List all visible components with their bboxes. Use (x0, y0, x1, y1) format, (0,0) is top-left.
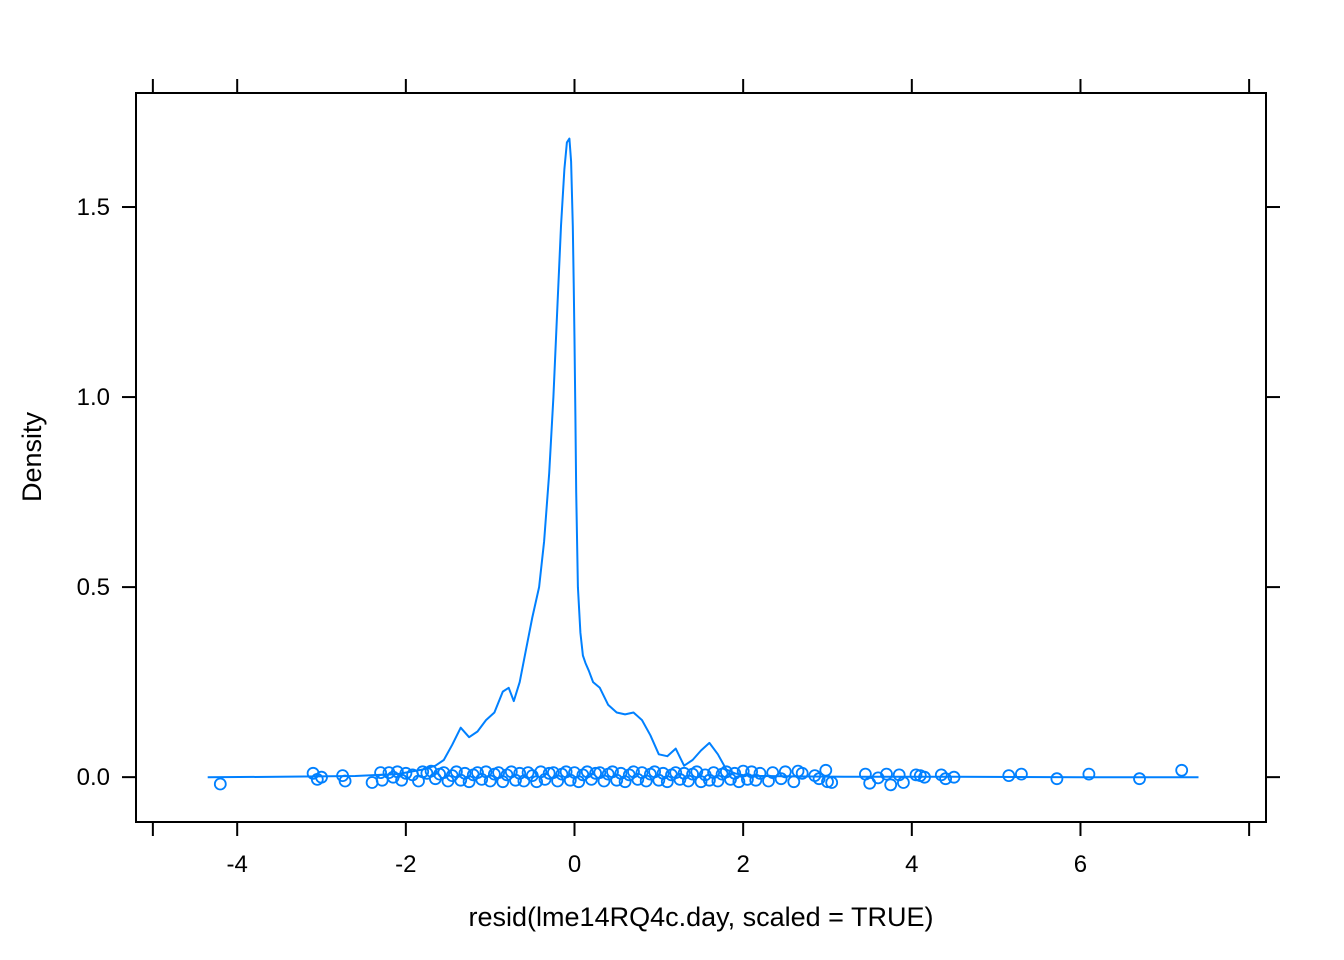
rug-point (778, 765, 792, 779)
y-axis: 0.0 0.5 1.0 1.5 (77, 194, 1280, 791)
rug-point (812, 772, 826, 786)
x-tick-label: -2 (395, 851, 416, 878)
rug-point (399, 766, 413, 780)
x-tick-label: -4 (227, 851, 248, 878)
rug-point (365, 776, 379, 789)
x-axis: -4 -2 0 2 4 6 (151, 79, 1251, 878)
rug-point (660, 775, 674, 789)
rug-point (572, 775, 586, 789)
rug-point (819, 763, 833, 777)
rug-point (610, 773, 624, 787)
rug-point (774, 772, 788, 786)
y-axis-label: Density (17, 411, 47, 502)
plot-frame (135, 92, 1267, 823)
rug-point (509, 773, 522, 787)
rug-point (880, 767, 893, 781)
x-axis-label: resid(lme14RQ4c.day, scaled = TRUE) (469, 902, 934, 932)
x-tick-label: 6 (1074, 851, 1087, 878)
rug-point (694, 775, 708, 789)
x-tick-label: 0 (568, 851, 581, 878)
rug-point (597, 774, 611, 788)
rug-point (787, 775, 801, 789)
rug-point (918, 770, 931, 784)
rug-point (462, 775, 476, 789)
y-tick-label: 1.5 (77, 194, 110, 221)
rug-point (338, 774, 352, 788)
rug-point (909, 768, 923, 782)
rug-point (631, 773, 645, 786)
plot-area (207, 137, 1199, 792)
rug-point (825, 776, 839, 789)
rug-point (682, 774, 695, 788)
x-tick-label: 4 (905, 851, 918, 878)
rug-point (1015, 767, 1028, 781)
rug-point (749, 773, 763, 787)
rug-point (1002, 769, 1016, 782)
rug-point (652, 773, 666, 787)
density-line (207, 137, 1199, 779)
rug-point (454, 773, 468, 787)
rug-point (618, 775, 632, 789)
y-tick-label: 1.0 (77, 384, 110, 411)
rug-point (1175, 763, 1189, 777)
rug-point (711, 774, 725, 788)
rug-point (374, 766, 388, 779)
y-tick-label: 0.0 (77, 764, 110, 791)
rug-point (496, 775, 510, 789)
rug-point (753, 766, 767, 780)
rug-point (939, 772, 952, 786)
rug-point (483, 774, 497, 788)
rug-point (897, 776, 910, 789)
rug-point (639, 774, 653, 788)
rug-point (1133, 772, 1146, 786)
rug-point (732, 775, 746, 789)
rug-point (315, 770, 328, 784)
rug-point (947, 770, 961, 784)
rug-point (551, 774, 564, 788)
rug-point (669, 766, 683, 779)
rug-point (1050, 772, 1064, 786)
rug-point (395, 773, 409, 787)
y-tick-label: 0.5 (77, 574, 110, 601)
rug-point (884, 778, 898, 792)
rug-point (471, 766, 484, 779)
rug-point (795, 766, 809, 780)
rug-point (1082, 767, 1096, 781)
x-tick-label: 2 (736, 851, 749, 878)
rug-point (766, 766, 780, 779)
rug-point (213, 777, 227, 791)
